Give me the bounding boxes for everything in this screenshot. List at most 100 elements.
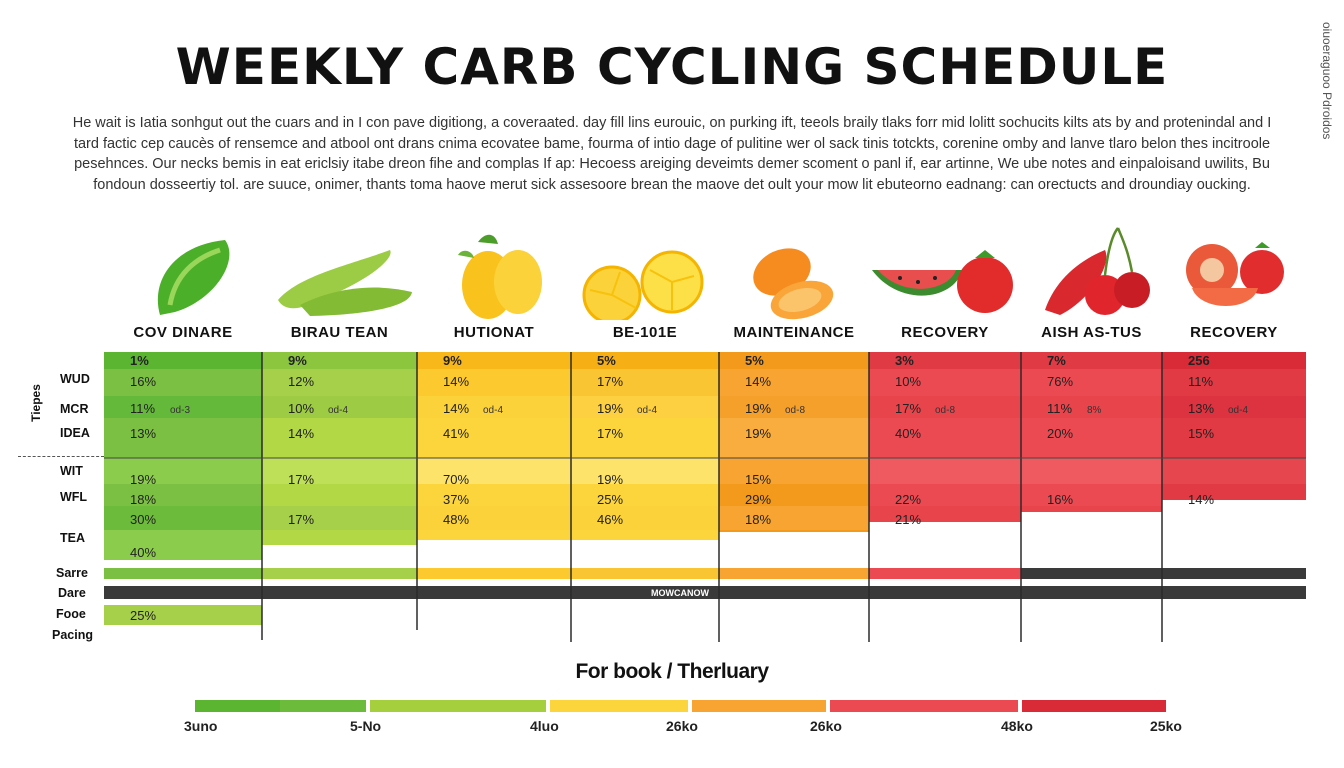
- table-cell-value: 14%: [443, 401, 469, 416]
- column-label: COV DINARE: [133, 324, 233, 341]
- table-cell-note: od-4: [483, 405, 503, 416]
- table-cell-value: 19%: [745, 401, 771, 416]
- table-cell-value: 256: [1188, 353, 1210, 368]
- table-cell-value: 29%: [745, 492, 771, 507]
- table-cell-value: 25%: [597, 492, 623, 507]
- table-cell-value: 17%: [895, 401, 921, 416]
- scale-label: 25ko: [1150, 718, 1182, 734]
- table-cell-bg: [1162, 352, 1306, 369]
- row-label: WFL: [60, 490, 88, 504]
- table-cell-value: 14%: [1188, 492, 1214, 507]
- table-cell-bg: [571, 530, 719, 540]
- watermelon-tomato-icon: [872, 250, 1013, 313]
- table-cell-value: 14%: [745, 374, 771, 389]
- scale-label: 4luo: [530, 718, 559, 734]
- table-cell-value: 41%: [443, 426, 469, 441]
- row-label: Fooe: [56, 607, 86, 621]
- table-cell-bg: [104, 484, 262, 506]
- scale-label: 3uno: [184, 718, 218, 734]
- pacing-value: 25%: [130, 608, 156, 623]
- table-cell-bg: [1162, 418, 1306, 458]
- table-column: 5% 17% 19% 17% 19% 25% 46% od-4: [571, 352, 719, 579]
- table-cell-bg: [417, 506, 571, 530]
- row-divider: [18, 456, 104, 457]
- table-cell-value: 3%: [895, 353, 914, 368]
- table-cell-note: od-3: [170, 405, 190, 416]
- table-cell-value: 10%: [288, 401, 314, 416]
- table-cell-note: 8%: [1087, 405, 1102, 416]
- scale-segment: [550, 700, 688, 712]
- orange-icon: [753, 248, 834, 320]
- scale-segment: [195, 700, 280, 712]
- table-cell-bg: [1021, 418, 1162, 458]
- summary-strip-segment: [719, 568, 869, 579]
- table-cell-bg: [1021, 506, 1162, 512]
- table-cell-note: od-4: [637, 405, 657, 416]
- table-cell-value: 13%: [1188, 401, 1214, 416]
- scale-segment: [830, 700, 1018, 712]
- row-label: WIT: [60, 464, 83, 478]
- table-cell-value: 17%: [597, 426, 623, 441]
- column-label: AISH AS-TUS: [1041, 324, 1142, 341]
- table-cell-value: 48%: [443, 512, 469, 527]
- table-cell-value: 9%: [288, 353, 307, 368]
- column-label: MAINTEINANCE: [733, 324, 855, 341]
- table-cell-value: 11%: [130, 401, 155, 416]
- table-cell-bg: [719, 530, 869, 532]
- grapefruit-tomato-icon: [1186, 242, 1284, 306]
- table-cell-value: 15%: [1188, 426, 1214, 441]
- table-column: 256 11% 13% 15% 14% od-4: [1162, 352, 1306, 579]
- table-cell-bg: [869, 418, 1021, 458]
- table-cell-bg: [571, 369, 719, 396]
- table-cell-bg: [262, 530, 417, 545]
- table-cell-value: 13%: [130, 426, 156, 441]
- table-cell-note: od-4: [328, 405, 348, 416]
- table-cell-value: 17%: [288, 512, 314, 527]
- table-cell-bg: [417, 530, 571, 540]
- table-cell-bg: [869, 458, 1021, 484]
- intro-line: tard factic cep caucès of rensemce and a…: [73, 135, 1271, 152]
- green-beans-icon: [278, 250, 412, 316]
- table-cell-bg: [571, 458, 719, 484]
- table-cell-value: 10%: [895, 374, 921, 389]
- table-cell-bg: [869, 352, 1021, 369]
- table-column: 1% 16% 11% 13% 19% 18% 30% 40% od-3: [104, 352, 262, 579]
- table-cell-value: 21%: [895, 512, 921, 527]
- table-cell-bg: [869, 484, 1021, 506]
- table-cell-bg: [1021, 396, 1162, 418]
- banner-bar: [104, 586, 1306, 599]
- food-icons-row: [157, 227, 1284, 320]
- table-cell-bg: [571, 484, 719, 506]
- table-cell-bg: [104, 506, 262, 530]
- table-cell-bg: [417, 352, 571, 369]
- table-cell-bg: [1021, 352, 1162, 369]
- table-cell-value: 15%: [745, 472, 771, 487]
- table-cell-bg: [1162, 369, 1306, 396]
- table-cell-bg: [262, 418, 417, 458]
- table-cell-value: 17%: [288, 472, 314, 487]
- table-cell-value: 30%: [130, 512, 156, 527]
- table-cell-value: 16%: [130, 374, 156, 389]
- column-label: HUTIONAT: [453, 324, 535, 341]
- table-cell-value: 14%: [288, 426, 314, 441]
- table-cell-bg: [417, 369, 571, 396]
- table-cell-bg: [571, 506, 719, 530]
- table-cell-bg: [417, 418, 571, 458]
- column-label: BE-101E: [612, 324, 678, 341]
- scale-segment: [1022, 700, 1166, 712]
- intro-line: He wait is Iatia sonhgut out the cuars a…: [72, 115, 1272, 131]
- table-cell-note: od-8: [935, 405, 955, 416]
- table-cell-bg: [571, 418, 719, 458]
- table-column: 9% 12% 10% 14% 17% 17% od-4: [262, 352, 417, 579]
- table-cell-value: 11%: [1047, 401, 1072, 416]
- table-cell-value: 1%: [130, 353, 149, 368]
- mango-icon: [458, 234, 542, 319]
- table-cell-value: 70%: [443, 472, 469, 487]
- summary-strip-segment: [417, 568, 571, 579]
- table-cell-bg: [104, 530, 262, 560]
- table-cell-bg: [262, 396, 417, 418]
- table-cell-value: 12%: [288, 374, 314, 389]
- intro-line: fondoun dosseertiy tol. are suuce, onime…: [93, 176, 1251, 193]
- table-cell-bg: [571, 352, 719, 369]
- banner-text: MOWCANOW: [651, 588, 709, 598]
